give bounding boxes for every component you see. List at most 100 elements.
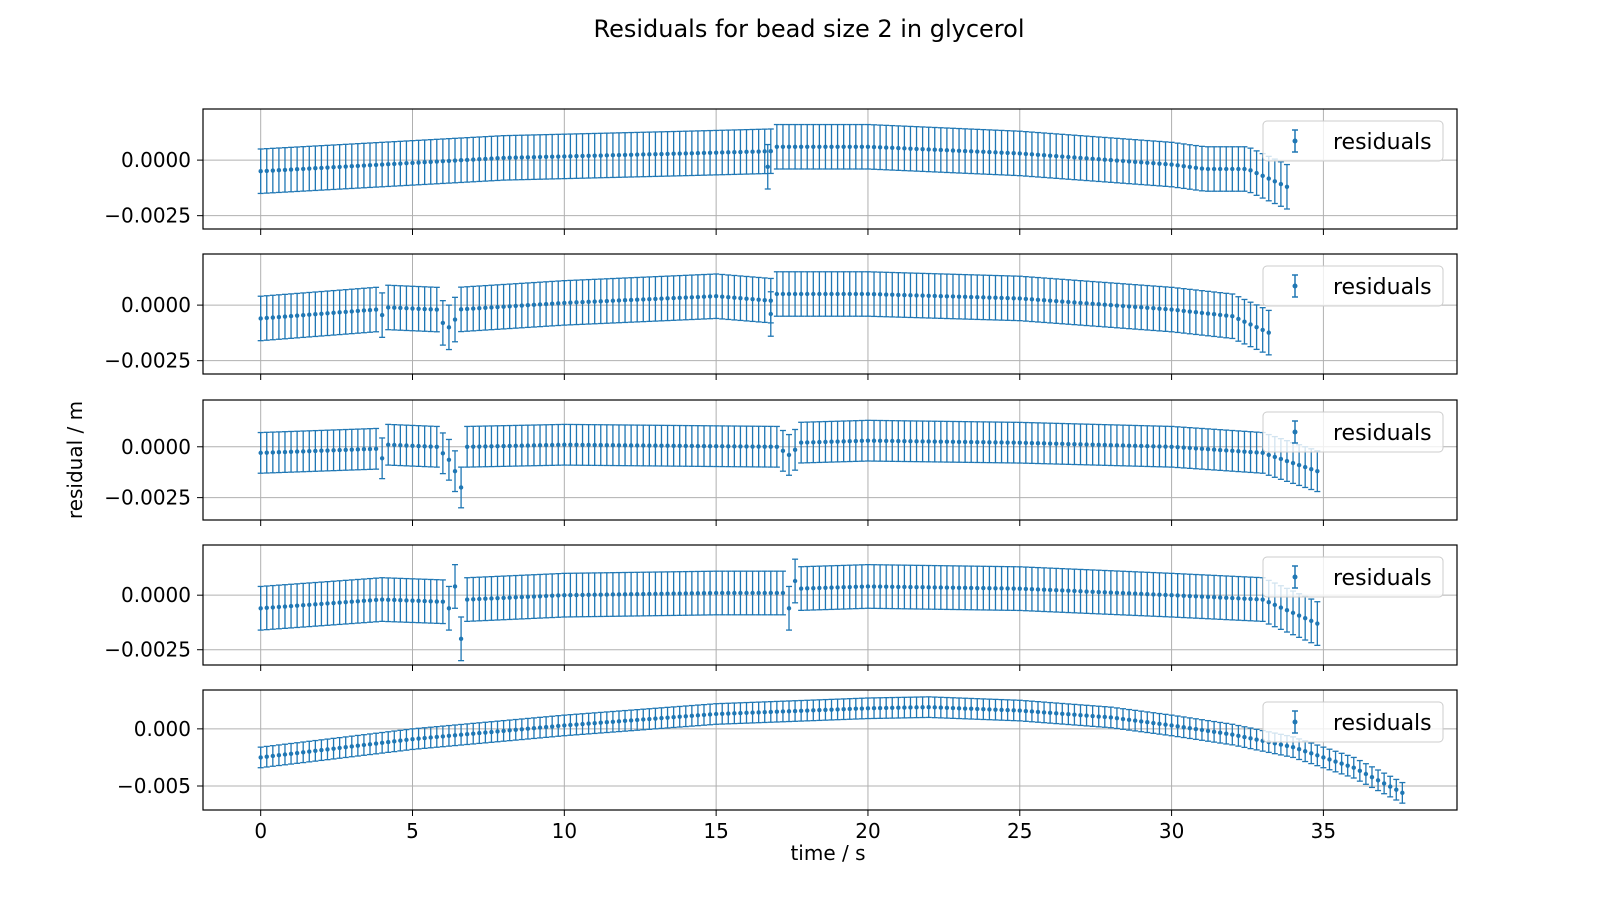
data-point [610,443,616,448]
data-point [726,150,731,155]
data-point [920,293,925,298]
data-point [920,146,925,152]
legend-marker [1292,574,1298,580]
data-point [975,149,980,154]
data-point [574,442,579,448]
data-point [483,596,488,601]
data-point [464,597,470,602]
data-point [294,750,300,756]
data-point [841,707,846,712]
data-point [720,150,725,155]
data-point [1145,443,1150,449]
data-point [653,296,658,302]
data-point [1205,728,1211,734]
data-point [392,161,397,167]
data-point [634,591,640,597]
data-point [270,753,276,759]
data-point [1242,596,1247,601]
data-point [1175,593,1180,598]
data-point [531,443,537,448]
data-point [1078,712,1083,718]
data-point [1017,440,1022,445]
data-point [756,297,761,302]
data-point [896,705,901,710]
data-point [1230,732,1235,737]
data-point [780,709,786,714]
data-point [495,304,500,310]
data-point [1315,753,1320,758]
data-point [598,153,603,158]
data-point [531,302,537,307]
data-point [519,303,525,308]
data-point [695,713,701,718]
data-point [1363,771,1369,777]
data-point [1126,443,1132,448]
data-point [294,603,300,608]
data-point [671,715,676,720]
data-point [908,293,913,298]
data-point [647,716,652,722]
data-point [325,311,330,316]
data-point [689,151,695,156]
legend: residuals [1262,120,1444,162]
data-point [355,743,361,748]
data-point [932,147,937,152]
data-point [944,439,950,444]
data-point [805,708,810,713]
data-point [671,591,676,596]
data-point [1181,163,1186,169]
data-point [610,298,616,303]
data-point [580,592,585,598]
data-point [1114,158,1120,163]
data-point [707,590,713,596]
data-point [641,717,646,722]
data-point [495,729,500,734]
data-point [1066,712,1071,717]
data-point [950,705,956,711]
data-point [1120,443,1126,448]
data-point [319,448,324,453]
x-tick-label: 5 [406,819,419,843]
data-point [1005,150,1010,156]
data-point [1017,708,1022,713]
data-point [452,733,458,738]
data-point [677,714,682,719]
data-point [902,292,907,298]
data-point [1072,588,1077,594]
data-point [568,154,573,159]
y-tick-label: 0.0000 [121,583,191,607]
data-point [440,734,446,739]
data-point [398,598,403,603]
data-point [671,443,676,448]
data-point [1047,587,1053,593]
data-point [537,594,543,599]
data-point [1187,593,1193,599]
data-point [543,593,549,599]
data-point [568,300,573,305]
data-point [744,590,749,596]
data-point [580,442,585,448]
data-point [313,312,318,317]
data-point [701,443,707,449]
data-point [276,450,282,455]
data-point [410,736,415,742]
data-point [859,438,865,444]
data-point [798,708,804,713]
data-point [464,157,470,163]
residuals-series [257,558,1321,662]
data-point [282,752,288,757]
data-point [477,444,482,449]
data-point [1114,590,1120,596]
axes-frame [202,689,1458,811]
data-point [762,444,767,449]
data-point [404,161,409,166]
data-point [932,585,937,590]
data-point [647,296,652,302]
data-point [877,145,883,150]
data-point [786,291,792,297]
data-point [598,442,603,448]
data-point [1047,710,1053,716]
data-point [756,149,761,154]
data-point [902,438,907,444]
data-point [1302,464,1308,470]
